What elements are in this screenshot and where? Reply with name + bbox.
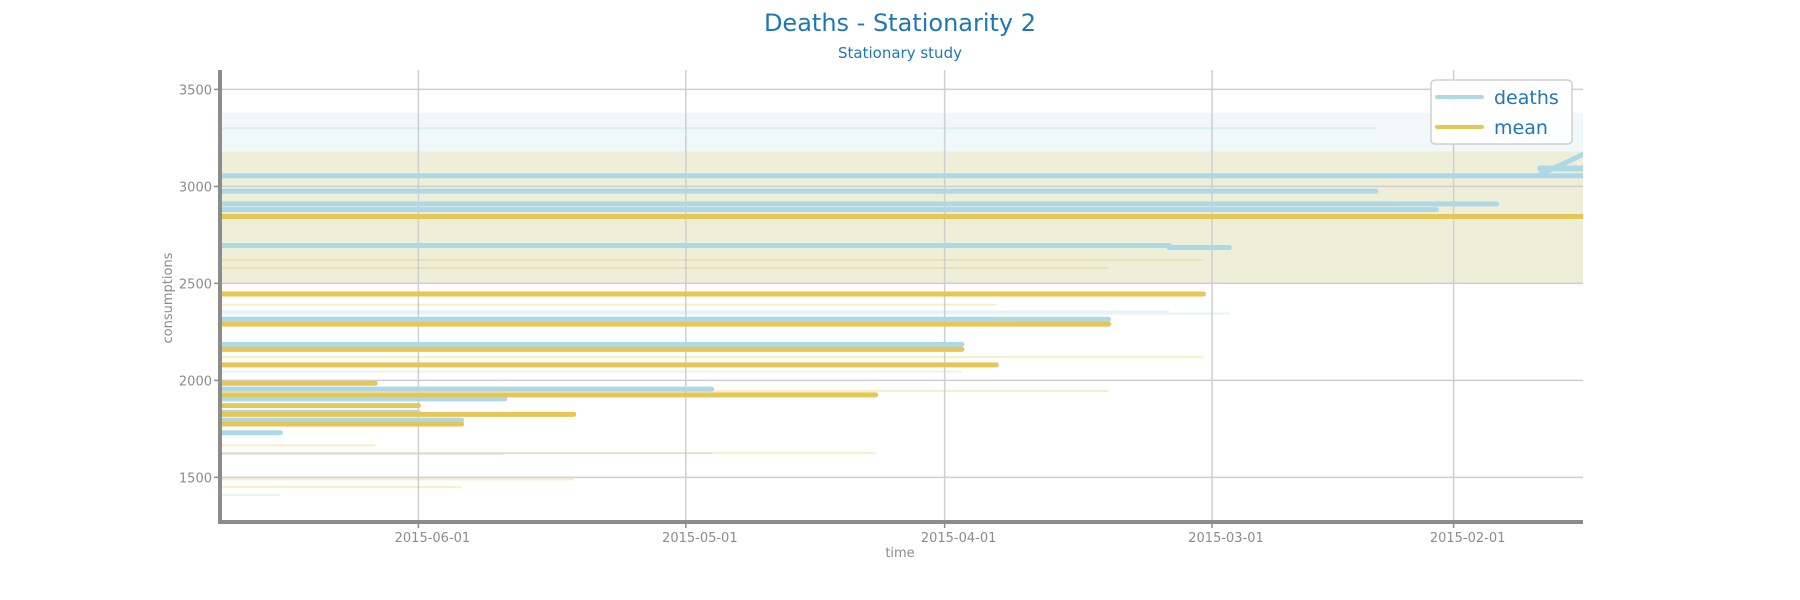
x-tick-label: 2015-02-01 — [1430, 531, 1506, 546]
series-lines — [220, 151, 1583, 436]
legend: deaths mean — [1430, 79, 1573, 145]
x-tick-label: 2015-05-01 — [662, 531, 738, 546]
y-tick-label: 2500 — [179, 277, 212, 292]
x-axis-ticks: 2015-06-01 2015-05-01 2015-04-01 2015-03-01… — [395, 522, 1506, 546]
x-axis-label: time — [885, 546, 914, 561]
x-tick-label: 2015-04-01 — [921, 531, 997, 546]
y-tick-label: 2000 — [179, 374, 212, 389]
x-tick-label: 2015-03-01 — [1188, 531, 1264, 546]
y-axis-ticks: 1500 2000 2500 3000 3500 — [179, 83, 220, 486]
y-tick-label: 3000 — [179, 180, 212, 195]
segment-deaths-rise — [1537, 151, 1583, 178]
legend-label-deaths: deaths — [1494, 87, 1559, 109]
x-tick-label: 2015-06-01 — [395, 531, 471, 546]
band-deaths — [220, 112, 1583, 284]
legend-label-mean: mean — [1494, 117, 1548, 139]
faint-history-lines — [220, 127, 1376, 496]
y-tick-label: 1500 — [179, 471, 212, 486]
chart-subtitle: Stationary study — [838, 44, 962, 62]
confidence-bands — [220, 112, 1583, 284]
chart-title: Deaths - Stationarity 2 — [764, 9, 1036, 37]
y-tick-label: 3500 — [179, 83, 212, 98]
y-axis-label: consumptions — [161, 252, 176, 343]
